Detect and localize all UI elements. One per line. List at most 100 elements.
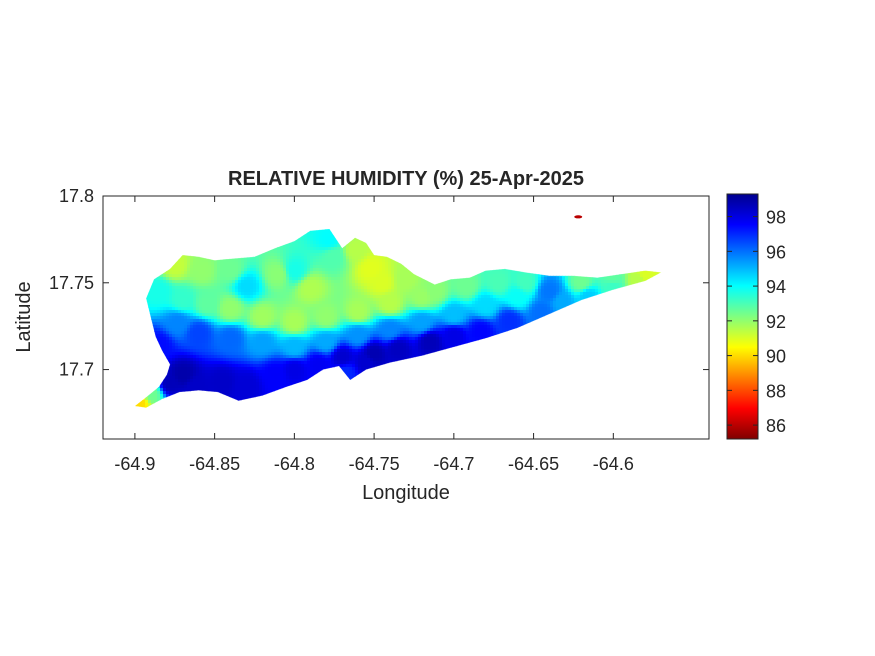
- surface-cell: [388, 265, 392, 269]
- surface-cell: [304, 232, 308, 236]
- surface-cell: [307, 244, 311, 248]
- surface-cell: [346, 259, 350, 263]
- surface-cell: [361, 256, 365, 260]
- surface-cell: [211, 262, 215, 266]
- surface-cell: [361, 241, 365, 245]
- surface-cell: [337, 268, 341, 272]
- surface-cell: [343, 250, 347, 254]
- surface-cell: [307, 238, 311, 242]
- surface-cell: [304, 235, 308, 239]
- surface-cell: [355, 244, 359, 248]
- surface-cell: [283, 268, 287, 272]
- surface-cell: [226, 265, 230, 269]
- surface-cell: [331, 253, 335, 257]
- surface-cell: [229, 265, 233, 269]
- surface-cell: [355, 265, 359, 269]
- surface-cell: [319, 232, 323, 236]
- surface-cell: [295, 268, 299, 272]
- surface-cell: [298, 247, 302, 251]
- surface-cell: [403, 268, 407, 272]
- surface-cell: [298, 265, 302, 269]
- surface-cell: [247, 268, 251, 272]
- surface-cell: [316, 262, 320, 266]
- surface-cell: [310, 256, 314, 260]
- surface-cell: [286, 247, 290, 251]
- surface-cell: [364, 256, 368, 260]
- surface-cell: [307, 241, 311, 245]
- surface-cell: [196, 256, 200, 260]
- surface-cell: [283, 259, 287, 263]
- surface-cell: [307, 256, 311, 260]
- surface-cell: [238, 259, 242, 263]
- surface-cell: [319, 250, 323, 254]
- surface-cell: [355, 253, 359, 257]
- surface-cell: [307, 268, 311, 272]
- surface-cell: [190, 259, 194, 263]
- surface-cell: [178, 268, 182, 272]
- surface-cell: [211, 259, 215, 263]
- surface-cell: [274, 268, 278, 272]
- surface-cell: [304, 262, 308, 266]
- surface-cell: [199, 259, 203, 263]
- surface-cell: [214, 262, 218, 266]
- surface-cell: [322, 250, 326, 254]
- surface-cell: [346, 244, 350, 248]
- plot-area: -64.9 -64.85 -64.8 -64.75 -64.7 -64.65 -64.6 1…: [49, 186, 710, 474]
- surface-cell: [286, 250, 290, 254]
- surface-cell: [388, 268, 392, 272]
- surface-cell: [334, 265, 338, 269]
- surface-cell: [328, 250, 332, 254]
- surface-cell: [295, 247, 299, 251]
- surface-cell: [289, 253, 293, 257]
- surface-cell: [388, 259, 392, 263]
- surface-cell: [322, 259, 326, 263]
- surface-cell: [358, 256, 362, 260]
- surface-cell: [241, 262, 245, 266]
- surface-cell: [355, 256, 359, 260]
- surface-cell: [235, 262, 239, 266]
- surface-cell: [256, 262, 260, 266]
- surface-cell: [274, 247, 278, 251]
- surface-cell: [325, 235, 329, 239]
- surface-cell: [322, 235, 326, 239]
- surface-cell: [217, 262, 221, 266]
- surface-cell: [250, 268, 254, 272]
- surface-cell: [304, 253, 308, 257]
- surface-cell: [247, 256, 251, 260]
- surface-cell: [301, 268, 305, 272]
- surface-cell: [220, 259, 224, 263]
- surface-cell: [403, 265, 407, 269]
- surface-cell: [304, 247, 308, 251]
- surface-cell: [289, 262, 293, 266]
- surface-cell: [301, 265, 305, 269]
- surface-cell: [181, 256, 185, 260]
- surface-cell: [322, 244, 326, 248]
- surface-cell: [214, 265, 218, 269]
- surface-cell: [220, 262, 224, 266]
- surface-cell: [190, 256, 194, 260]
- surface-cell: [397, 265, 401, 269]
- surface-cell: [352, 244, 356, 248]
- surface-cell: [184, 256, 188, 260]
- surface-cell: [334, 268, 338, 272]
- surface-cell: [286, 259, 290, 263]
- surface-cell: [328, 238, 332, 242]
- surface-cell: [238, 268, 242, 272]
- surface-cell: [334, 238, 338, 242]
- surface-cell: [352, 265, 356, 269]
- surface-cell: [313, 262, 317, 266]
- surface-cell: [286, 265, 290, 269]
- surface-cell: [349, 241, 353, 245]
- surface-cell: [202, 259, 206, 263]
- surface-cell: [313, 232, 317, 236]
- surface-cell: [277, 256, 281, 260]
- surface-cell: [376, 259, 380, 263]
- surface-cell: [364, 262, 368, 266]
- surface-cell: [313, 235, 317, 239]
- surface-cell: [301, 247, 305, 251]
- surface-cell: [319, 265, 323, 269]
- surface-cell: [187, 256, 191, 260]
- surface-cell: [265, 262, 269, 266]
- surface-cell: [319, 244, 323, 248]
- surface-cell: [286, 268, 290, 272]
